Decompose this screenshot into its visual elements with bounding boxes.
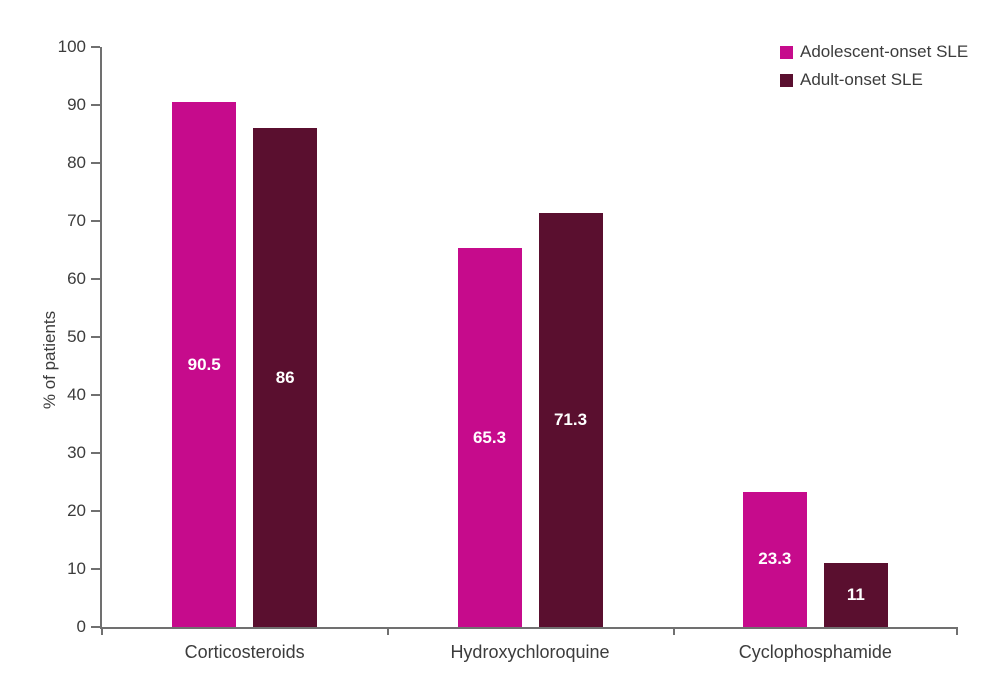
y-tick-label: 30 xyxy=(67,443,86,462)
y-tick xyxy=(91,394,100,396)
y-tick xyxy=(91,278,100,280)
x-category-label: Cyclophosphamide xyxy=(738,642,892,662)
bar-value-label: 90.5 xyxy=(187,354,221,374)
bar-value-label: 86 xyxy=(275,367,295,387)
y-tick xyxy=(91,46,100,48)
x-category-label: Corticosteroids xyxy=(184,642,305,662)
y-tick-label: 60 xyxy=(67,269,86,288)
y-tick-label: 100 xyxy=(57,37,86,56)
y-tick-label: 50 xyxy=(67,327,86,346)
y-tick-label: 70 xyxy=(67,211,86,230)
y-tick xyxy=(91,452,100,454)
y-tick-label: 20 xyxy=(67,501,86,520)
y-tick-label: 40 xyxy=(67,385,86,404)
y-tick xyxy=(91,626,100,628)
bar-value-label: 65.3 xyxy=(472,427,507,447)
plot-area: 0 10 20 30 40 50 60 70 80 90 100 Corticosteroids 90.… xyxy=(58,37,958,662)
bar-adult: 86 xyxy=(253,128,318,627)
legend-item-adolescent-onset-sle: Adolescent-onset SLE xyxy=(780,42,968,62)
legend-swatch-adult-icon xyxy=(780,73,793,87)
y-tick xyxy=(91,336,100,338)
bar-adolescent: 90.5 xyxy=(172,102,237,627)
bar-value-label: 11 xyxy=(846,585,865,605)
y-tick-label: 90 xyxy=(67,95,86,114)
legend-item-adult-onset-sle: Adult-onset SLE xyxy=(780,70,968,90)
bar-adolescent: 65.3 xyxy=(457,248,522,627)
x-tick xyxy=(673,629,675,635)
y-tick xyxy=(91,220,100,222)
y-tick-label: 0 xyxy=(76,617,86,636)
bar-value-label: 23.3 xyxy=(758,549,792,569)
y-tick xyxy=(91,568,100,570)
y-tick-label: 10 xyxy=(67,559,86,578)
legend-label-adolescent: Adolescent-onset SLE xyxy=(800,42,969,61)
bar-adolescent: 23.3 xyxy=(742,491,807,627)
legend-label-adult: Adult-onset SLE xyxy=(800,70,923,89)
bar-adult: 11 xyxy=(823,563,888,627)
bar-value-label: 71.3 xyxy=(553,410,588,430)
x-tick xyxy=(101,629,103,635)
x-tick xyxy=(387,629,389,635)
y-tick xyxy=(91,104,100,106)
bar-adult: 71.3 xyxy=(538,213,603,627)
x-tick xyxy=(956,629,958,635)
legend: Adolescent-onset SLE Adult-onset SLE xyxy=(780,42,968,90)
y-tick xyxy=(91,162,100,164)
legend-swatch-adolescent-icon xyxy=(780,45,793,59)
x-category-label: Hydroxychloroquine xyxy=(450,642,610,662)
y-tick-label: 80 xyxy=(67,153,86,172)
y-tick xyxy=(91,510,100,512)
